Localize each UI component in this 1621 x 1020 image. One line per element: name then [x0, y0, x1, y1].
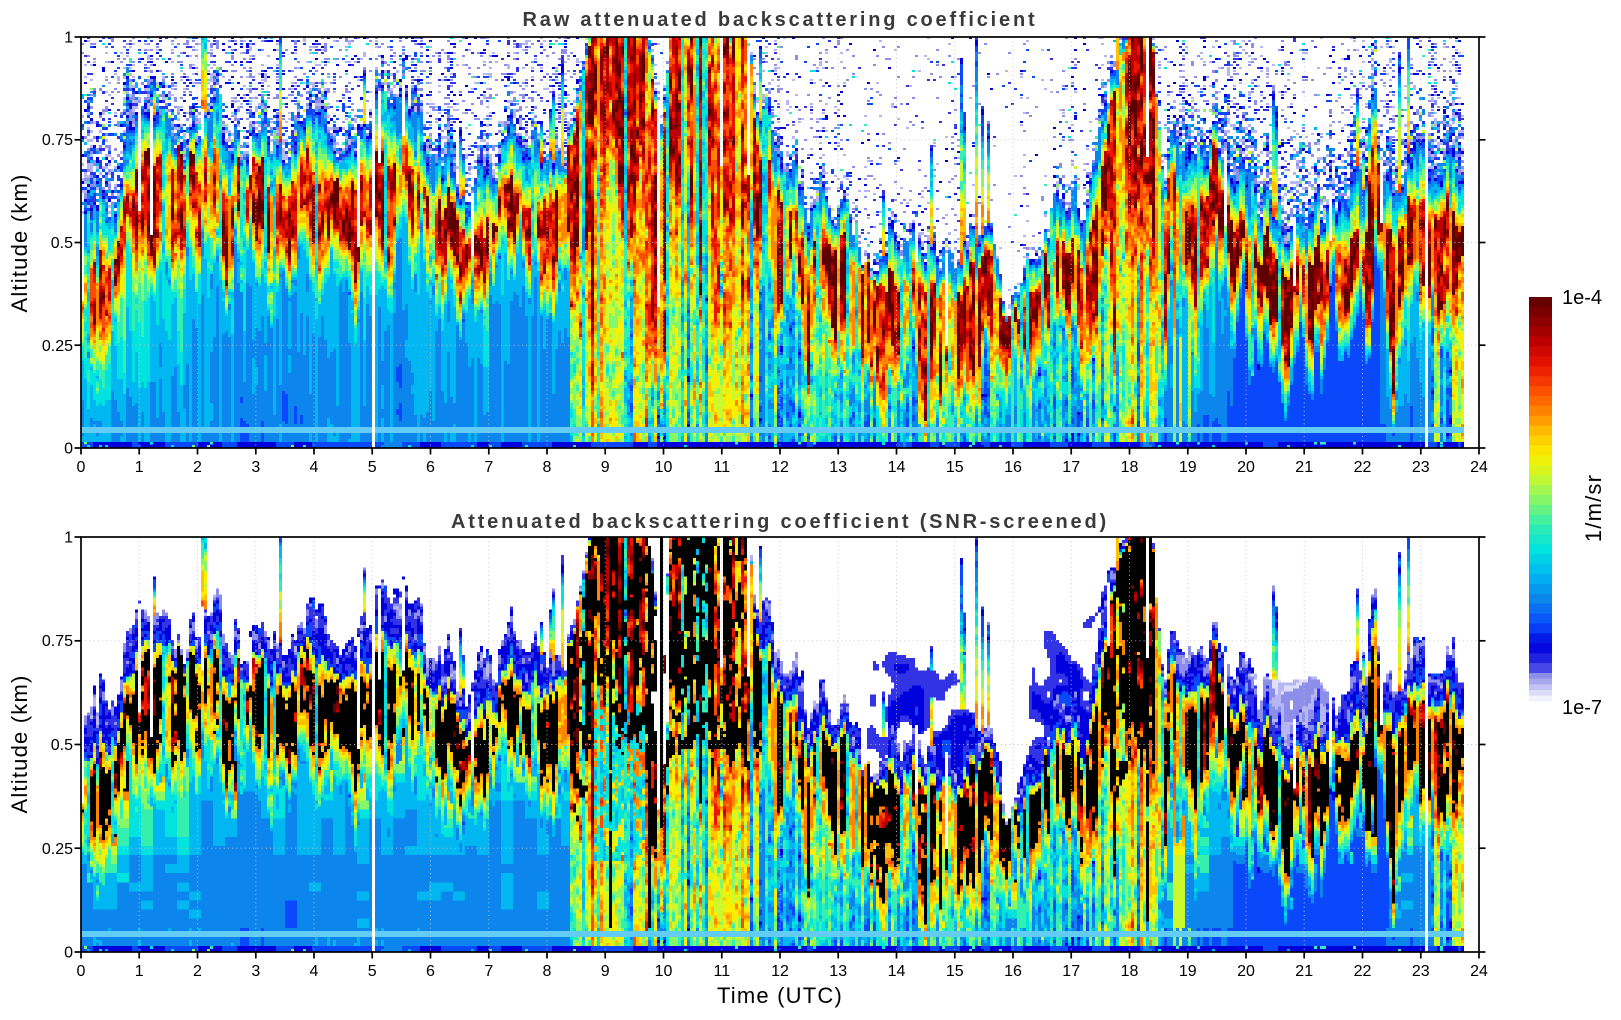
svg-text:18: 18	[1121, 963, 1139, 980]
svg-text:0: 0	[64, 945, 73, 962]
svg-text:10: 10	[655, 459, 673, 476]
svg-text:Altitude (km): Altitude (km)	[7, 173, 32, 312]
svg-text:21: 21	[1295, 963, 1313, 980]
svg-text:Attenuated backscattering coef: Attenuated backscattering coefficient (S…	[451, 511, 1109, 533]
svg-text:21: 21	[1295, 459, 1313, 476]
svg-text:0: 0	[77, 963, 86, 980]
svg-text:7: 7	[484, 963, 493, 980]
svg-text:0: 0	[64, 441, 73, 458]
svg-text:22: 22	[1354, 459, 1372, 476]
svg-text:5: 5	[368, 963, 377, 980]
svg-text:4: 4	[310, 963, 319, 980]
svg-text:17: 17	[1062, 963, 1080, 980]
svg-text:0.75: 0.75	[42, 132, 73, 149]
svg-text:Altitude (km): Altitude (km)	[7, 674, 32, 813]
svg-text:12: 12	[771, 459, 789, 476]
svg-text:4: 4	[310, 459, 319, 476]
svg-text:0.5: 0.5	[51, 235, 73, 252]
svg-text:16: 16	[1004, 963, 1022, 980]
svg-text:3: 3	[251, 963, 260, 980]
svg-text:14: 14	[888, 963, 906, 980]
svg-text:6: 6	[426, 963, 435, 980]
svg-text:15: 15	[946, 963, 964, 980]
svg-text:1/m/sr: 1/m/sr	[1581, 474, 1606, 542]
svg-text:Raw attenuated backscattering: Raw attenuated backscattering coefficien…	[523, 9, 1038, 31]
svg-text:0: 0	[77, 459, 86, 476]
svg-text:15: 15	[946, 459, 964, 476]
svg-text:1: 1	[135, 963, 144, 980]
svg-text:22: 22	[1354, 963, 1372, 980]
svg-text:1e-7: 1e-7	[1562, 697, 1602, 719]
svg-text:12: 12	[771, 963, 789, 980]
svg-text:1: 1	[64, 530, 73, 547]
svg-text:2: 2	[193, 963, 202, 980]
svg-text:13: 13	[829, 963, 847, 980]
svg-text:23: 23	[1412, 963, 1430, 980]
svg-text:1: 1	[135, 459, 144, 476]
svg-text:0.25: 0.25	[42, 338, 73, 355]
svg-text:9: 9	[601, 963, 610, 980]
svg-text:24: 24	[1470, 963, 1488, 980]
svg-text:11: 11	[713, 459, 730, 476]
svg-text:8: 8	[543, 963, 552, 980]
svg-text:17: 17	[1062, 459, 1080, 476]
svg-text:19: 19	[1179, 963, 1197, 980]
svg-text:1: 1	[64, 30, 73, 47]
svg-text:3: 3	[251, 459, 260, 476]
svg-text:2: 2	[193, 459, 202, 476]
svg-text:7: 7	[484, 459, 493, 476]
svg-text:16: 16	[1004, 459, 1022, 476]
svg-text:5: 5	[368, 459, 377, 476]
svg-text:6: 6	[426, 459, 435, 476]
svg-text:11: 11	[713, 963, 730, 980]
svg-text:19: 19	[1179, 459, 1197, 476]
svg-text:8: 8	[543, 459, 552, 476]
svg-text:20: 20	[1237, 963, 1255, 980]
svg-text:0.25: 0.25	[42, 841, 73, 858]
svg-text:13: 13	[829, 459, 847, 476]
svg-text:23: 23	[1412, 459, 1430, 476]
svg-text:20: 20	[1237, 459, 1255, 476]
svg-text:0.5: 0.5	[51, 737, 73, 754]
svg-text:Time (UTC): Time (UTC)	[717, 983, 843, 1008]
svg-text:10: 10	[655, 963, 673, 980]
svg-text:18: 18	[1121, 459, 1139, 476]
svg-text:9: 9	[601, 459, 610, 476]
svg-text:24: 24	[1470, 459, 1488, 476]
svg-text:0.75: 0.75	[42, 633, 73, 650]
svg-text:1e-4: 1e-4	[1562, 287, 1602, 309]
svg-text:14: 14	[888, 459, 906, 476]
